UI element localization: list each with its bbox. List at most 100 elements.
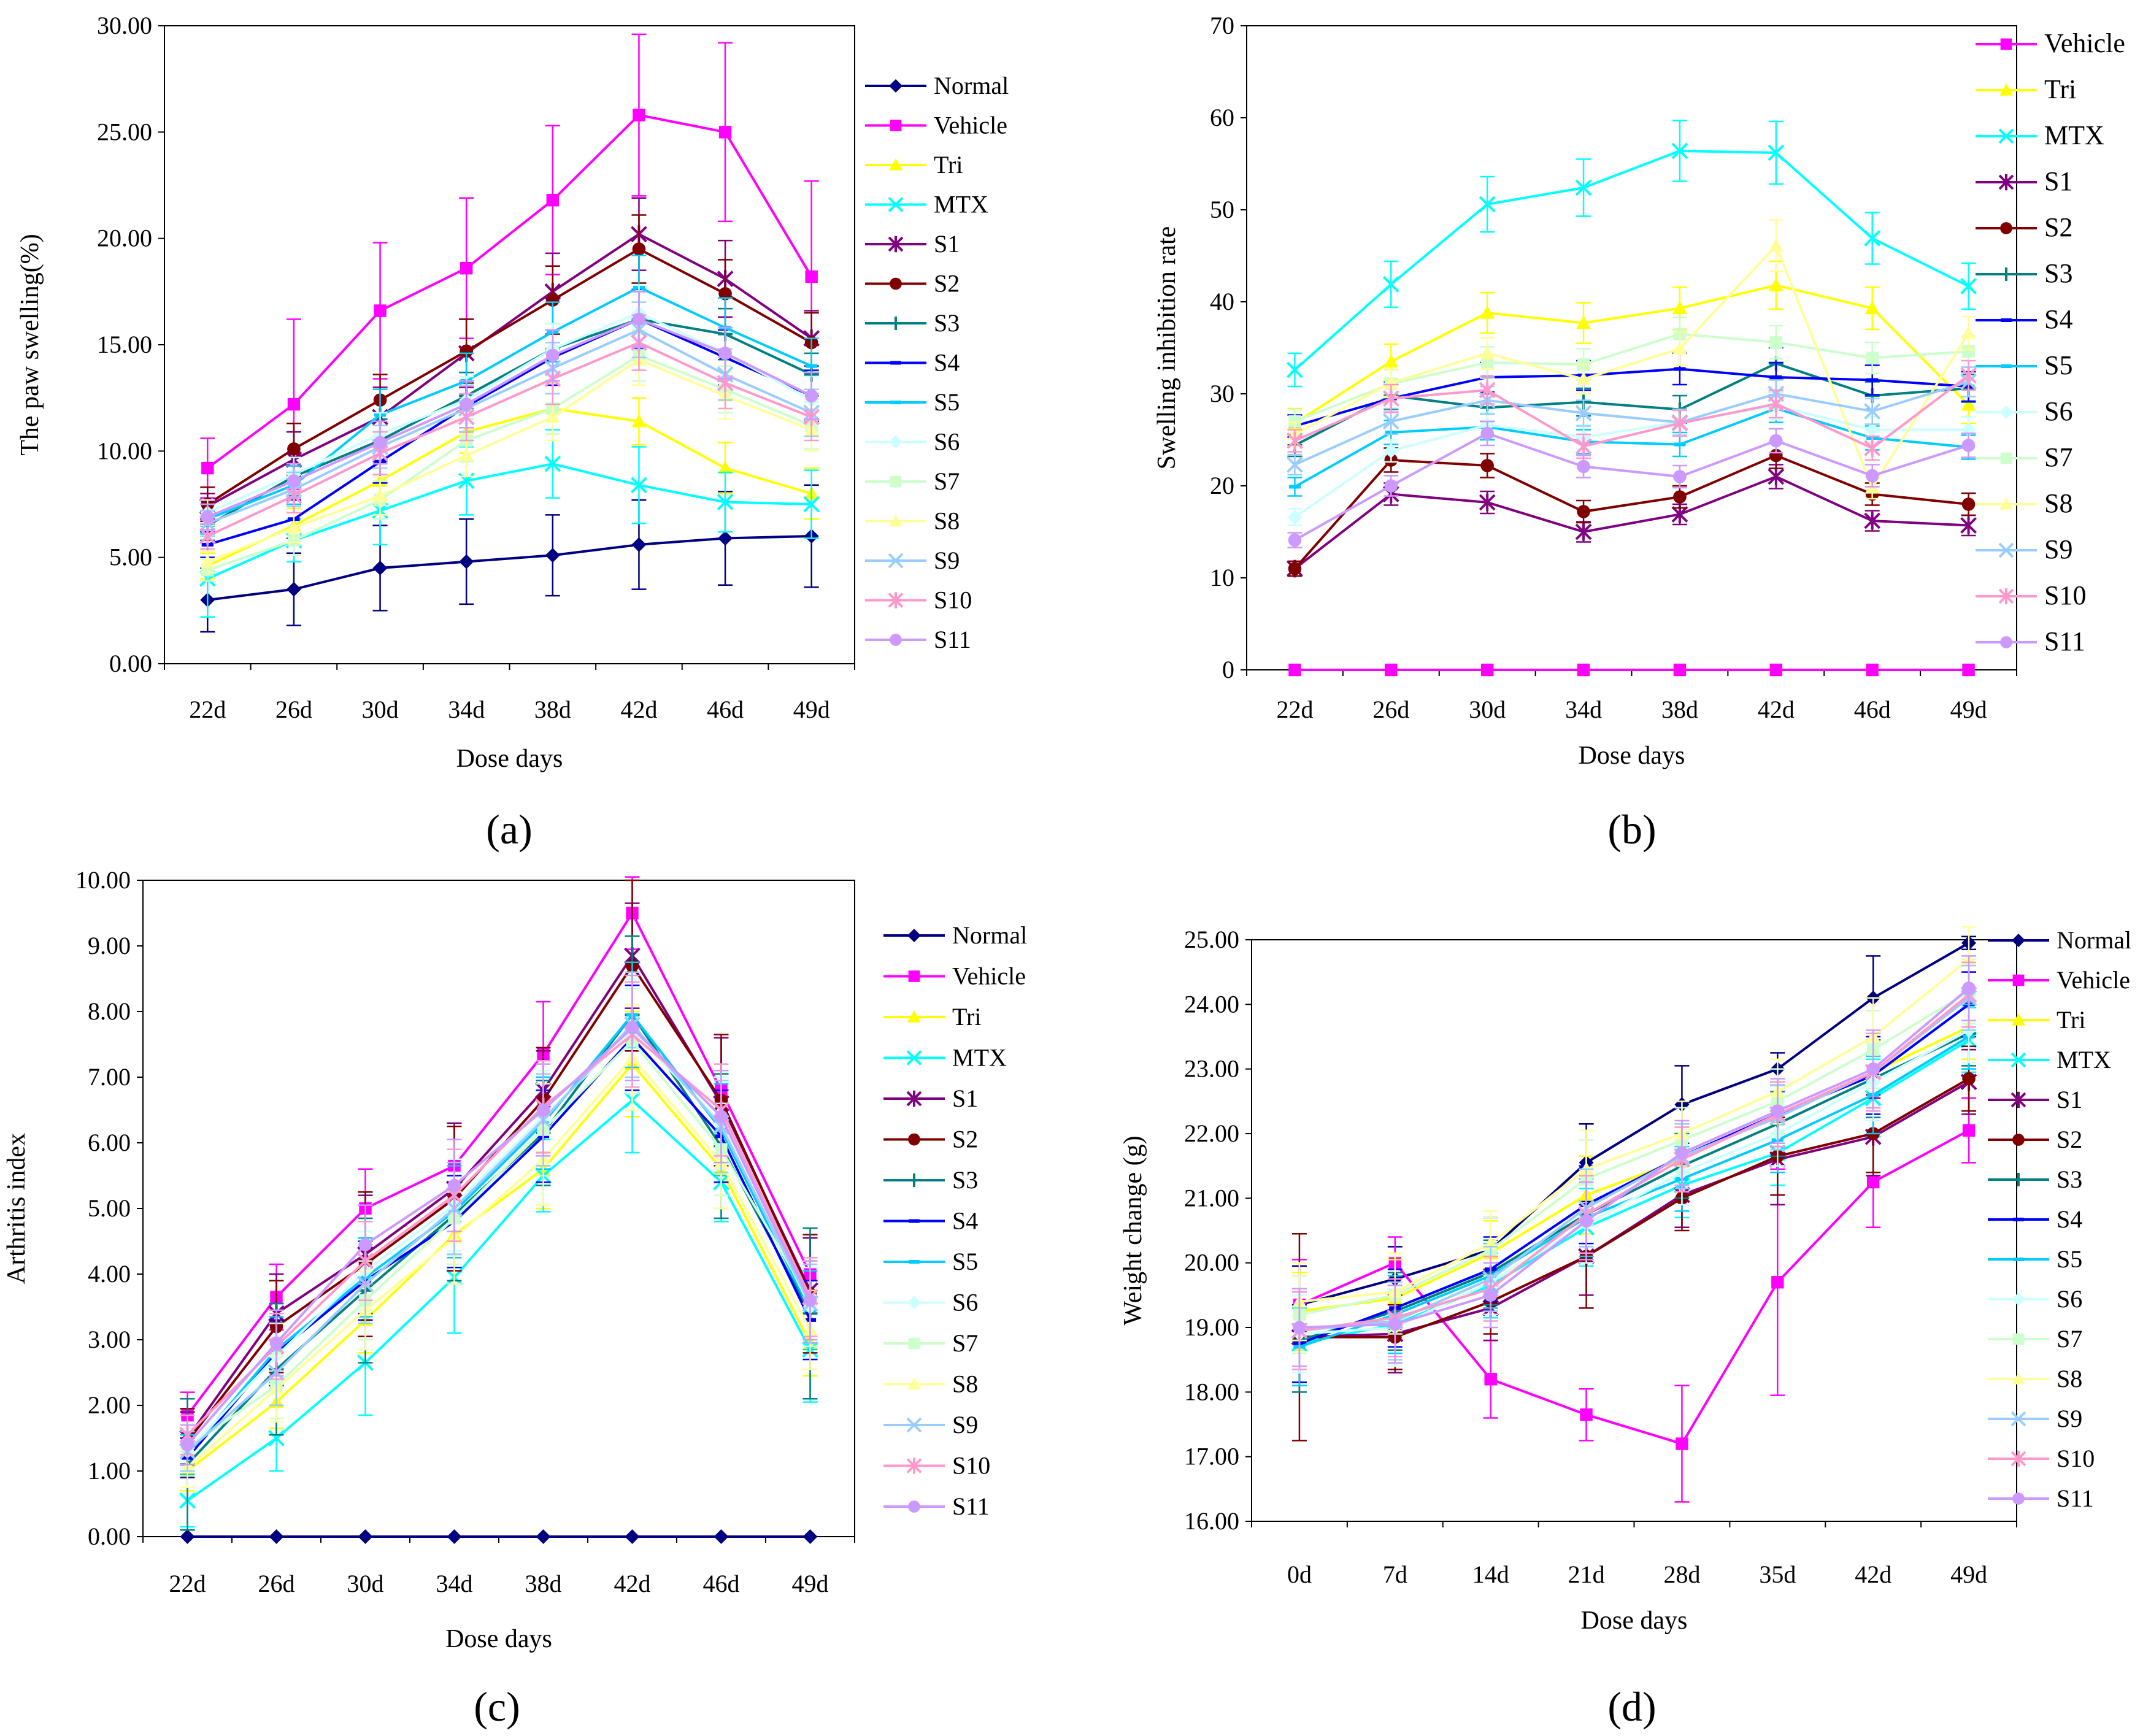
y-tick-label: 20: [1210, 472, 1234, 499]
y-tick-label: 0.00: [109, 650, 152, 677]
legend-marker: [890, 120, 902, 131]
legend-label: S10: [934, 586, 972, 614]
legend-label: S6: [934, 428, 960, 456]
data-point: [1671, 142, 1688, 159]
legend-marker: [890, 277, 902, 290]
data-point: [1768, 144, 1785, 161]
data-point: [1575, 405, 1592, 421]
legend-label: S2: [2044, 212, 2072, 242]
legend-label: S1: [934, 230, 960, 258]
x-tick-label: 35d: [1759, 1561, 1796, 1588]
legend-marker: [2012, 974, 2025, 986]
x-axis-title: Dose days: [445, 1625, 552, 1653]
y-tick-label: 10.00: [75, 866, 131, 894]
legend-label: S1: [952, 1085, 978, 1112]
legend-marker: [1999, 405, 2013, 419]
data-point: [1383, 444, 1399, 458]
y-tick-label: 10: [1210, 564, 1234, 591]
data-point: [201, 510, 215, 524]
data-point: [1675, 1146, 1689, 1160]
legend-label: S5: [952, 1248, 978, 1275]
data-point: [545, 409, 560, 423]
data-point: [1293, 1321, 1306, 1334]
data-point: [1577, 505, 1590, 518]
x-tick-label: 46d: [703, 1570, 740, 1597]
x-tick-label: 30d: [362, 696, 399, 723]
data-point: [1575, 523, 1592, 541]
legend-marker: [890, 401, 901, 404]
data-point: [1288, 485, 1301, 489]
series-normal: [180, 1529, 818, 1544]
series-line: [1294, 432, 1969, 542]
y-tick-label: 3.00: [88, 1326, 131, 1353]
x-tick-label: 26d: [275, 696, 312, 723]
data-point: [718, 287, 732, 301]
data-point: [1866, 663, 1879, 677]
series-normal: [200, 484, 819, 633]
legend-label: MTX: [2057, 1046, 2111, 1073]
y-axis-title: Arthritis index: [2, 1133, 31, 1284]
y-tick-label: 9.00: [88, 932, 131, 959]
x-tick-label: 49d: [792, 1570, 829, 1597]
data-point: [1479, 493, 1496, 512]
series-line: [1294, 475, 1969, 570]
y-tick-label: 20.00: [1184, 1249, 1239, 1277]
legend-label: S3: [934, 309, 960, 337]
x-tick-label: 30d: [347, 1570, 384, 1597]
data-point: [545, 548, 560, 563]
legend-label: Vehicle: [934, 112, 1007, 139]
x-tick-label: 38d: [1661, 696, 1698, 723]
series-line: [207, 113, 813, 469]
legend-marker: [906, 1050, 922, 1066]
legend-marker: [2001, 318, 2012, 322]
series-s11: [1291, 955, 1977, 1367]
series-line: [1299, 987, 1970, 1329]
panel-a-paw-swelling-chart: 0.00 5.00 10.00 15.00 20.00 25.00 30.00 22d 26d 3…: [16, 12, 1009, 853]
legend-label: S6: [952, 1289, 978, 1316]
data-point: [1674, 367, 1686, 371]
x-tick-label: 42d: [620, 696, 657, 723]
legend-label: Vehicle: [2044, 28, 2125, 58]
data-point: [1479, 196, 1496, 213]
series-line: [207, 318, 812, 518]
x-tick-label: 14d: [1472, 1561, 1509, 1588]
data-point: [631, 537, 647, 552]
y-tick-label: 4.00: [88, 1260, 131, 1288]
data-point: [1673, 490, 1687, 504]
data-point: [1771, 1276, 1784, 1289]
data-point: [536, 1103, 550, 1117]
legend-label: S10: [952, 1452, 990, 1480]
data-point: [372, 488, 388, 502]
data-point: [1770, 375, 1782, 379]
data-point: [718, 126, 732, 139]
legend-marker: [2012, 1134, 2025, 1146]
legend-label: S11: [934, 626, 971, 653]
legend-marker: [888, 236, 904, 253]
legend-label: Tri: [2057, 1006, 2085, 1034]
series-s11: [180, 974, 818, 1465]
series-line: [187, 1032, 812, 1436]
legend-marker: [2012, 1292, 2025, 1306]
data-point: [460, 262, 473, 275]
data-point: [1864, 403, 1881, 420]
legend-marker: [888, 197, 904, 212]
data-point: [447, 1529, 462, 1544]
data-point: [1287, 361, 1303, 378]
data-point: [718, 347, 732, 360]
y-tick-label: 20.00: [97, 225, 152, 252]
x-axis-title: Dose days: [456, 745, 563, 773]
x-tick-label: 49d: [793, 696, 830, 723]
series-line: [207, 358, 812, 563]
data-point: [286, 520, 301, 534]
data-point: [1674, 442, 1686, 447]
legend-marker: [2000, 38, 2012, 50]
series-line: [207, 247, 812, 505]
legend-label: Tri: [934, 151, 963, 179]
series-s11: [200, 291, 819, 531]
y-tick-label: 25.00: [97, 118, 152, 145]
data-point: [459, 448, 474, 461]
data-point: [1288, 562, 1302, 575]
legend-label: S9: [2044, 534, 2072, 564]
data-point: [1961, 326, 1976, 339]
y-tick-label: 70: [1210, 12, 1234, 39]
